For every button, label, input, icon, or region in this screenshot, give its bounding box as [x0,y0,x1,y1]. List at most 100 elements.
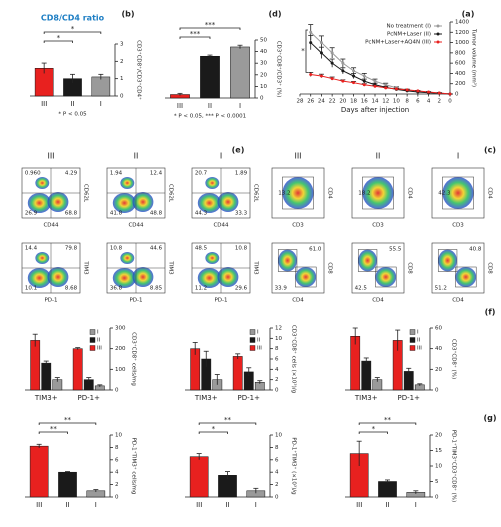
gate [437,249,458,272]
x-tick-label: III [36,501,42,509]
gate-percentage: 18.2 [358,191,370,197]
gate-percentage: 42.5 [355,286,368,292]
y-axis-label: PD-1⁺TIM3⁺ cells/mg [131,438,138,495]
legend-label: PcNM+Laser+AQ4N (III) [365,40,431,46]
cell-population [217,267,239,287]
cell-population [132,267,154,287]
y-axis-label: CD3⁺CD8⁺ cells/mg [131,332,138,386]
gate-percentage: 29.6 [235,286,248,292]
y-axis-label: CD8 [487,262,493,274]
legend-marker [436,40,440,44]
column-header: I [220,152,222,161]
gate-percentage: 11.2 [195,286,207,292]
panel-label: (e) [232,146,245,155]
y-axis-label: TIM3 [83,260,89,275]
y-axis-label: CD3⁺CD8⁺/CD3⁺CD4⁺ [136,40,143,100]
significance-label: ** [50,425,58,433]
x-tick-label: 8 [405,99,409,105]
y-tick-label: 20 [435,367,442,373]
y-tick-label: 0 [455,92,459,98]
significance-bracket [43,31,102,34]
x-tick-label: II [70,100,74,108]
legend-label: II [257,338,261,344]
x-tick-label: III [41,100,47,108]
point [384,86,388,90]
bar [30,340,41,391]
gate [277,249,298,272]
panel-label: (a) [462,10,475,19]
y-tick-label: 6 [275,457,279,463]
gate-percentage: 48.8 [150,211,163,217]
point [384,83,388,87]
point [373,79,377,83]
plot-frame [351,242,405,294]
gate-percentage: 44.6 [150,246,163,252]
gate [282,176,314,210]
y-axis-label: PD-1⁺TIM3⁺ (×10³)/g [291,437,298,494]
bar [200,55,220,99]
gate-percentage: 10.1 [25,286,37,292]
y-tick-label: 10 [435,464,442,470]
gate-percentage: 20.7 [195,171,208,177]
y-tick-label: 30 [260,61,267,67]
x-tick-label: III [177,102,183,110]
bar [189,456,209,498]
gate [442,176,474,210]
gate-percentage: 0.960 [25,171,41,177]
x-tick-label: TIM3+ [354,394,378,402]
bar [41,362,52,391]
significance-bracket [179,36,211,39]
x-tick-label: I [95,501,97,509]
y-tick-label: 6 [115,457,119,463]
legend-label: III [97,346,102,352]
gate-percentage: 36.8 [110,286,123,292]
x-axis-label: CD3 [372,223,384,229]
column-header: II [376,152,381,161]
y-tick-label: 12 [275,326,282,332]
legend-swatch [409,329,416,335]
gate [375,266,397,288]
x-axis-label: CD3 [292,223,304,229]
point [352,81,356,85]
legend-swatch [89,329,96,335]
significance-label: *** [205,21,216,29]
x-tick-label: TIM3+ [34,394,58,402]
y-tick-label: 8 [275,445,279,451]
x-axis-label: CD4 [452,298,464,304]
y-tick-label: 50 [260,38,267,44]
cell-population [205,252,220,264]
point [309,72,313,76]
significance-bracket [198,422,257,425]
gate [295,266,317,288]
legend-label: III [417,346,422,352]
y-tick-label: 200 [455,81,466,87]
cell-population [27,268,51,288]
point [405,88,409,92]
x-tick-label: II [225,501,229,509]
cell-population [442,177,474,209]
y-tick-label: 4 [115,470,119,476]
gate-percentage: 33.3 [235,211,248,217]
y-axis-label: CD4 [327,187,333,199]
cell-population [47,267,69,287]
x-tick-label: I [100,100,102,108]
gate-percentage: 61.0 [309,247,322,253]
point [362,79,366,83]
significance-label: * [372,425,376,433]
y-axis-label: PD-1⁺TIM3⁺CD3⁺CD8⁺ (%) [451,430,458,502]
y-axis-label: CD3⁺CD8⁺ (%) [451,339,458,379]
bar [72,348,83,391]
gate [357,249,378,272]
y-tick-label: 1 [120,76,124,82]
gate-percentage: 40.8 [469,247,482,253]
plot-frame [431,242,485,294]
gate-percentage: 4.29 [65,171,78,177]
point [319,74,323,78]
y-tick-label: 10 [275,336,282,342]
bar [58,471,77,498]
x-tick-label: PD-1+ [398,394,421,402]
gate-percentage: 33.9 [275,286,288,292]
y-tick-label: 2 [275,482,279,488]
column-header: II [134,152,139,161]
